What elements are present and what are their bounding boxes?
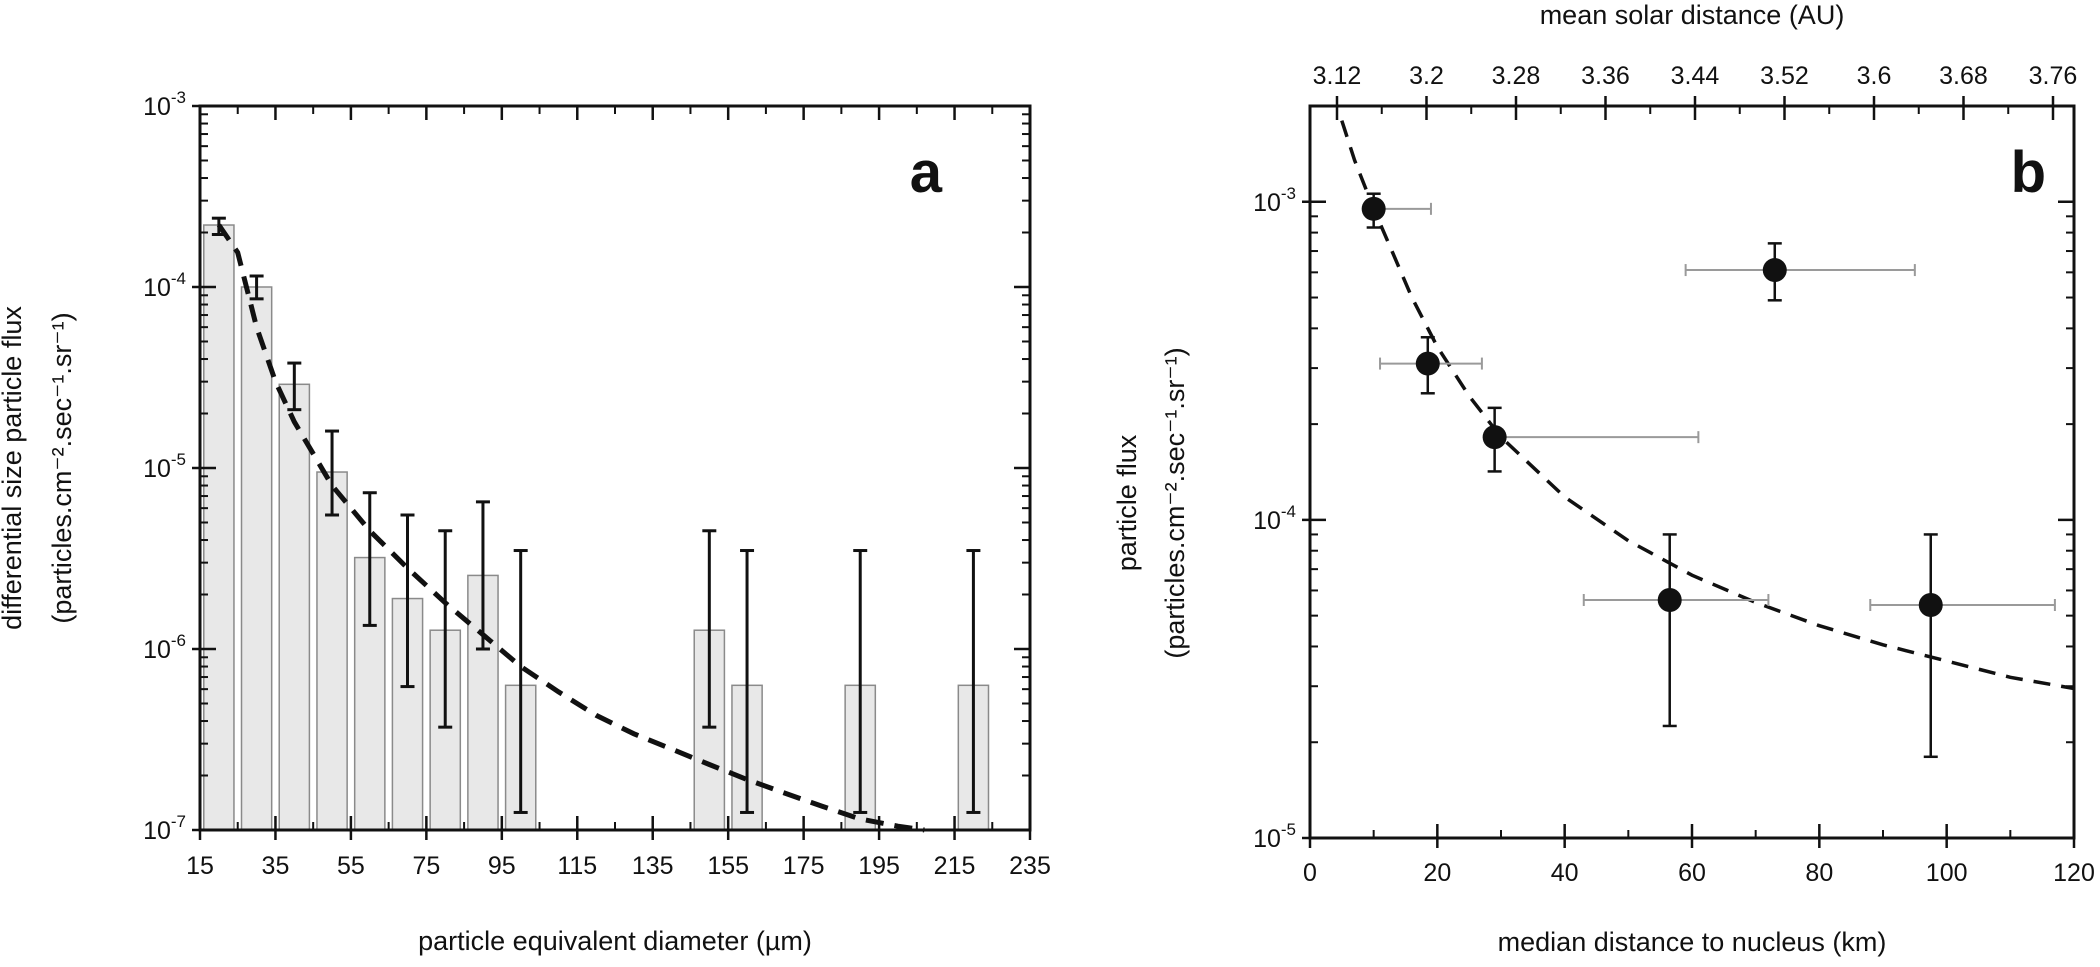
x-tick-label-a-7: 155 (707, 852, 749, 880)
x-tick-label-a-2: 55 (337, 852, 365, 880)
panel-a-marks (203, 216, 990, 833)
panel-b-x-axis-label: median distance to nucleus (km) (1498, 927, 1887, 957)
bar-a-7 (467, 574, 499, 831)
y-tick-label-b-0: 10-5 (1253, 820, 1296, 853)
y-tick-label-a-1: 10-6 (143, 631, 186, 664)
panel-a-label: a (910, 140, 943, 205)
x2-tick-label-b-4: 3.44 (1671, 62, 1720, 90)
x-tick-label-a-1: 35 (262, 852, 290, 880)
bar-a-3 (316, 471, 348, 831)
x-tick-label-b-4: 80 (1805, 859, 1833, 887)
x-tick-label-b-5: 100 (1926, 859, 1968, 887)
x2-tick-label-b-6: 3.6 (1857, 62, 1892, 90)
y-tick-label-a-4: 10-3 (143, 88, 186, 121)
y-tick-label-b-1: 10-4 (1253, 502, 1296, 535)
x2-tick-label-b-8: 3.76 (2029, 62, 2078, 90)
panel-a-axes: 15 35 55 75 95 115 135 155 175 195 215 235 10-7 10-6 1… (143, 88, 1051, 880)
panel-b-marks (1340, 120, 2075, 759)
x-tick-label-b-2: 40 (1551, 859, 1579, 887)
x-tick-label-a-10: 215 (934, 852, 976, 880)
y-tick-label-b-2: 10-3 (1253, 184, 1296, 217)
data-point-b-1 (1415, 351, 1440, 376)
data-point-b-3 (1657, 587, 1682, 612)
x2-tick-label-b-5: 3.52 (1760, 62, 1809, 90)
x-tick-label-a-3: 75 (412, 852, 440, 880)
fit-line-b (1340, 120, 2075, 691)
panel-b-y-axis-label-line1: particle flux (1112, 434, 1142, 571)
x-tick-label-a-11: 235 (1009, 852, 1051, 880)
bar-a-0 (203, 224, 235, 831)
x-tick-label-a-9: 195 (858, 852, 900, 880)
x2-tick-label-b-2: 3.28 (1492, 62, 1541, 90)
x-tick-label-a-8: 175 (783, 852, 825, 880)
panel-a-y-axis-label-line2: (particles.cm⁻².sec⁻¹.sr⁻¹) (47, 312, 77, 623)
panel-b-top-axis-label: mean solar distance (AU) (1540, 0, 1845, 30)
bar-a-1 (240, 286, 273, 831)
panel-b-frame (1308, 104, 2076, 840)
x-tick-label-a-0: 15 (186, 852, 214, 880)
y-tick-label-a-0: 10-7 (143, 812, 186, 845)
panel-b: 0 20 40 60 80 100 120 3.12 3.2 3.28 3.36 3.44 3.52 3.… (1112, 0, 2095, 957)
x-tick-label-b-0: 0 (1303, 859, 1317, 887)
x2-tick-label-b-1: 3.2 (1409, 62, 1444, 90)
fit-line-a (216, 223, 925, 833)
data-point-b-2 (1482, 425, 1507, 450)
x-tick-label-a-4: 95 (488, 852, 516, 880)
x-tick-label-a-5: 115 (557, 852, 597, 880)
y-tick-label-a-2: 10-5 (143, 450, 186, 483)
x2-tick-label-b-7: 3.68 (1939, 62, 1988, 90)
x-tick-label-b-3: 60 (1678, 859, 1706, 887)
x-tick-label-b-6: 120 (2053, 859, 2095, 887)
x-tick-label-a-6: 135 (632, 852, 674, 880)
x-tick-label-b-1: 20 (1423, 859, 1451, 887)
panel-a: 15 35 55 75 95 115 135 155 175 195 215 235 10-7 10-6 1… (0, 88, 1051, 956)
panel-a-y-axis-label-line1: differential size particle flux (0, 306, 27, 630)
bar-a-2 (278, 383, 311, 831)
x2-tick-label-b-0: 3.12 (1313, 62, 1362, 90)
panel-b-y-axis-label-line2: (particles.cm⁻².sec⁻¹.sr⁻¹) (1160, 347, 1190, 658)
data-point-b-5 (1918, 593, 1943, 618)
x2-tick-label-b-3: 3.36 (1581, 62, 1630, 90)
data-point-b-4 (1762, 258, 1787, 283)
y-tick-label-a-3: 10-4 (143, 269, 186, 302)
panel-a-x-axis-label: particle equivalent diameter (µm) (418, 926, 812, 956)
panel-b-axes: 0 20 40 60 80 100 120 3.12 3.2 3.28 3.36 3.44 3.52 3.… (1253, 62, 2095, 887)
panel-b-label: b (2011, 140, 2046, 205)
data-point-b-0 (1361, 196, 1386, 221)
